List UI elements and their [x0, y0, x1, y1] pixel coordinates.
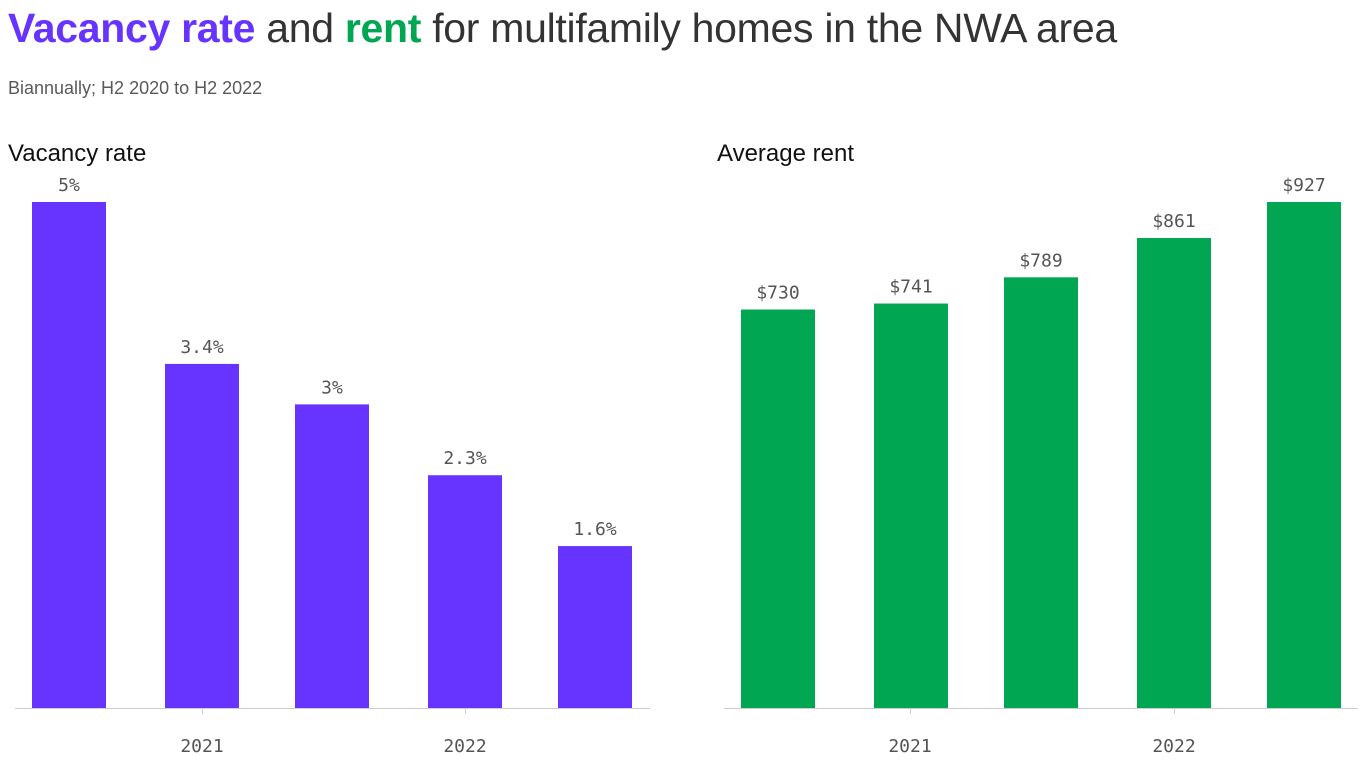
average-rent-chart: $730 $741 $789 $861 $927 2021 2022 — [724, 175, 1358, 757]
vacancy-bar — [558, 546, 632, 708]
vacancy-bar — [295, 404, 369, 708]
vacancy-value-label: 3.4% — [180, 337, 224, 358]
title-rent: rent — [344, 5, 422, 51]
chart-headline: Vacancy rate and rent for multifamily ho… — [8, 4, 1117, 52]
rent-bar — [1004, 277, 1078, 708]
title-rest: for multifamily homes in the NWA area — [421, 5, 1117, 51]
vacancy-value-label: 5% — [58, 175, 80, 196]
vacancy-value-label: 1.6% — [573, 519, 617, 540]
rent-value-label: $861 — [1152, 211, 1195, 232]
rent-bar — [741, 309, 815, 708]
title-vacancy-rate: Vacancy rate — [8, 5, 256, 51]
vacancy-bar — [428, 475, 502, 708]
vacancy-rate-chart: 5% 3.4% 3% 2.3% 1.6% 2021 2022 — [15, 175, 650, 757]
rent-bar — [1267, 202, 1341, 708]
vacancy-chart-title: Vacancy rate — [8, 140, 147, 167]
rent-value-label: $927 — [1282, 175, 1325, 196]
vacancy-value-label: 2.3% — [443, 448, 487, 469]
rent-bar — [1137, 238, 1211, 709]
vacancy-bar — [32, 202, 106, 708]
rent-value-label: $789 — [1019, 250, 1062, 271]
rent-chart-title: Average rent — [717, 140, 854, 167]
title-and: and — [255, 5, 345, 51]
vacancy-value-label: 3% — [321, 377, 343, 398]
rent-bar — [874, 303, 948, 708]
rent-x-tick-label: 2021 — [888, 736, 931, 757]
vacancy-bar — [165, 363, 239, 708]
chart-subtitle: Biannually; H2 2020 to H2 2022 — [8, 78, 263, 98]
vacancy-x-tick-label: 2021 — [180, 736, 223, 757]
rent-x-tick-label: 2022 — [1152, 736, 1195, 757]
vacancy-x-tick-label: 2022 — [443, 736, 486, 757]
rent-value-label: $730 — [756, 283, 799, 304]
rent-value-label: $741 — [889, 277, 932, 298]
